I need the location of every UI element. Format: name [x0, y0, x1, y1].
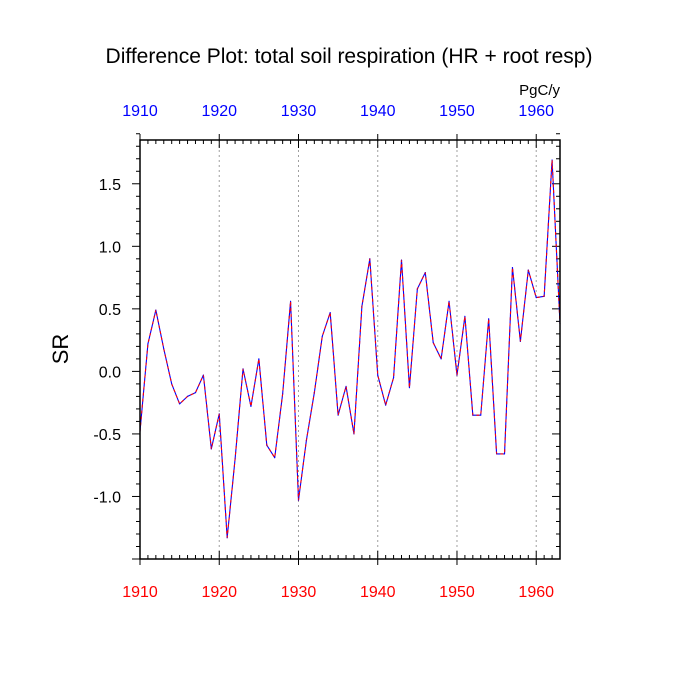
- axis-ticks: [132, 133, 561, 565]
- data-point: [535, 296, 537, 299]
- data-point: [377, 374, 379, 376]
- data-point: [297, 499, 300, 501]
- data-point: [266, 444, 268, 446]
- chart-title: Difference Plot: total soil respiration …: [106, 45, 593, 68]
- data-point: [226, 537, 228, 539]
- data-point: [329, 312, 331, 314]
- x-tick-label-bottom: 1960: [518, 584, 554, 601]
- x-tick-label-top: 1960: [518, 103, 554, 120]
- tick-labels: 1910 1910 1920 1920 1930 1930 1940 1940 1950 1950…: [93, 103, 554, 601]
- data-point: [353, 433, 355, 435]
- x-tick-label-bottom: 1940: [360, 584, 396, 601]
- x-tick-label-bottom: 1920: [201, 584, 237, 601]
- data-point: [289, 300, 292, 302]
- x-tick-label-bottom: 1910: [122, 584, 158, 601]
- data-point: [234, 458, 236, 460]
- y-tick-label: -1.0: [93, 489, 121, 506]
- data-point: [179, 403, 181, 405]
- data-point: [400, 259, 403, 261]
- data-point: [432, 342, 434, 344]
- data-point: [321, 335, 323, 337]
- data-point: [551, 159, 553, 161]
- data-point: [305, 439, 308, 441]
- data-point: [456, 374, 458, 376]
- data-point: [511, 266, 514, 269]
- data-point: [345, 385, 347, 387]
- series-line: [139, 159, 561, 539]
- y-axis-label: SR: [48, 334, 73, 365]
- data-point: [496, 453, 498, 455]
- x-tick-label-bottom: 1930: [281, 584, 317, 601]
- data-point: [440, 358, 442, 360]
- y-tick-label: -0.5: [93, 427, 121, 444]
- x-tick-label-top: 1950: [439, 103, 475, 120]
- x-tick-label-bottom: 1950: [439, 584, 475, 601]
- data-point: [210, 448, 212, 450]
- data-point: [186, 395, 189, 398]
- data-point: [480, 414, 482, 416]
- data-point: [242, 368, 244, 370]
- data-point: [369, 258, 371, 260]
- data-point: [282, 393, 284, 395]
- y-tick-label: 1.5: [99, 177, 121, 194]
- data-point: [274, 457, 276, 459]
- data-point: [464, 315, 466, 317]
- data-point: [361, 305, 363, 307]
- x-tick-label-top: 1910: [122, 103, 158, 120]
- data-point: [408, 387, 411, 389]
- data-point: [313, 392, 315, 394]
- x-tick-label-top: 1930: [281, 103, 317, 120]
- units-label: PgC/y: [519, 82, 560, 99]
- data-point: [448, 300, 450, 302]
- data-point: [392, 377, 395, 379]
- data-point: [337, 414, 339, 416]
- data-point: [543, 295, 545, 297]
- data-point: [527, 269, 529, 271]
- data-point: [385, 404, 387, 406]
- series-overlay-line: [139, 159, 561, 539]
- x-tick-label-top: 1920: [201, 103, 237, 120]
- data-point: [171, 383, 173, 385]
- data-point: [416, 288, 418, 290]
- data-point: [163, 348, 165, 350]
- data-point: [194, 392, 197, 394]
- grid-lines: [139, 140, 537, 559]
- data-point: [519, 340, 521, 342]
- data-point: [472, 414, 474, 416]
- data-point: [218, 413, 220, 415]
- y-tick-label: 0.0: [99, 364, 121, 381]
- data-point: [258, 358, 260, 360]
- data-point: [147, 343, 149, 345]
- y-tick-label: 1.0: [99, 239, 121, 256]
- data-point: [503, 453, 506, 455]
- data-point: [155, 309, 157, 311]
- y-tick-label: 0.5: [99, 302, 121, 319]
- data-point: [424, 271, 426, 274]
- x-tick-label-top: 1940: [360, 103, 396, 120]
- data-point: [488, 318, 490, 320]
- series-group: [139, 159, 561, 539]
- plot-frame: [139, 139, 561, 560]
- data-point: [202, 374, 204, 376]
- data-point: [250, 405, 252, 408]
